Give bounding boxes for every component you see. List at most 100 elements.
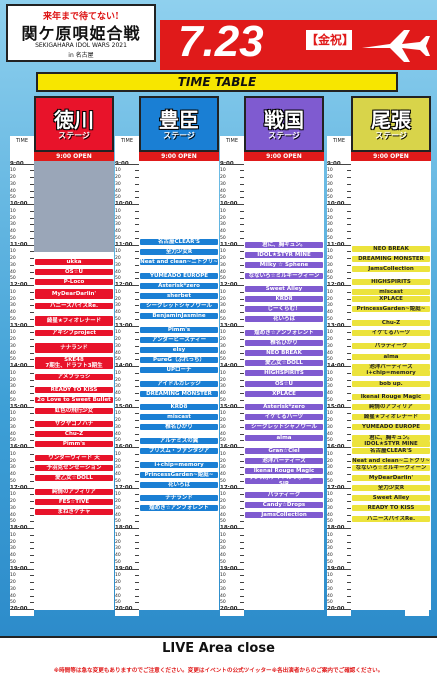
performance-slot[interactable]: KRD8 <box>140 404 218 411</box>
performance-slot[interactable]: Chu-Z <box>35 431 113 438</box>
performance-slot[interactable]: READY TO KISS <box>352 505 430 512</box>
performance-slot[interactable]: MyDearDarlin' <box>352 475 430 481</box>
performance-slot[interactable]: サンスポアイドルリポーター SIR <box>245 478 323 485</box>
performance-slot[interactable]: なないろ☆ミルキークィーン <box>352 464 430 471</box>
performance-slot[interactable]: なないろ☆ミルキークィーン <box>245 272 323 279</box>
performance-slot[interactable]: 椎名ひかり <box>140 424 218 431</box>
performance-slot[interactable]: 全力少女R <box>140 248 218 255</box>
performance-slot[interactable]: Neat and clean~ニトクリ~ <box>140 259 218 265</box>
performance-slot[interactable]: i+chip=memory <box>352 370 430 377</box>
performance-slot[interactable]: IDOL★STYR MINE <box>352 441 430 448</box>
performance-slot[interactable]: ナナランド <box>35 343 113 353</box>
performance-slot[interactable]: NEO BREAK <box>352 245 430 252</box>
performance-slot[interactable]: YUMEADO EUROPE <box>352 424 430 431</box>
performance-slot[interactable]: MyDearDarlin' <box>35 289 113 299</box>
performance-slot[interactable]: 全力少女R <box>352 485 430 492</box>
performance-slot[interactable]: ナナランド <box>140 495 218 502</box>
performance-slot[interactable]: じーくらむ！ <box>245 306 323 313</box>
performance-slot[interactable]: OS☆U <box>35 269 113 276</box>
performance-slot[interactable]: 君に、胸キュン。 <box>352 434 430 441</box>
performance-slot[interactable]: 純情のアフィリア <box>35 488 113 495</box>
performance-slot[interactable]: Chu-Z <box>352 319 430 326</box>
performance-slot[interactable]: 君に、胸キュン。 <box>245 242 323 249</box>
performance-slot[interactable]: Pimm's <box>35 441 113 448</box>
performance-slot[interactable]: イケてるハーツ <box>245 414 323 421</box>
performance-slot[interactable]: Sweet Alley <box>245 286 323 292</box>
performance-slot[interactable]: DREAMING MONSTER <box>140 390 218 397</box>
performance-slot[interactable]: READY TO KISS <box>35 387 113 394</box>
performance-slot[interactable]: まねきケチャ <box>35 508 113 515</box>
performance-slot[interactable]: 綺星★フィオレナード <box>352 414 430 421</box>
performance-slot[interactable]: イケてるハーツ <box>352 329 430 336</box>
performance-slot[interactable]: miscast <box>140 414 218 421</box>
performance-slot[interactable]: 純情のアフィリア <box>352 404 430 411</box>
performance-slot[interactable]: ワンダーウィード 天 <box>35 454 113 461</box>
performance-slot[interactable]: miscast <box>352 289 430 296</box>
performance-slot[interactable]: i+chip=memory <box>140 461 218 468</box>
performance-slot[interactable]: サクヤコノハナ <box>35 421 113 427</box>
performance-slot[interactable]: PrincessGarden~姫庭~ <box>352 306 430 313</box>
performance-slot[interactable]: P-Loco <box>35 279 113 286</box>
performance-slot[interactable]: Candy☆Drops <box>245 502 323 508</box>
performance-slot[interactable]: XPLACE <box>352 296 430 303</box>
performance-slot[interactable]: OS☆U <box>245 380 323 387</box>
performance-slot[interactable]: 予羽克センセーション <box>35 464 113 471</box>
performance-slot[interactable]: alma <box>245 434 323 441</box>
performance-slot[interactable]: プリズム・ファンタジア <box>140 448 218 454</box>
performance-slot[interactable]: 花いろは <box>245 316 323 323</box>
performance-slot[interactable]: BenjaminJasmine <box>140 313 218 319</box>
performance-slot[interactable]: alma <box>352 353 430 360</box>
performance-slot[interactable]: IDOL★STYR MINE <box>245 252 323 259</box>
performance-slot[interactable]: 愛乙女☆DOLL <box>245 360 323 367</box>
performance-slot[interactable]: シークレットシャノワール <box>245 424 323 431</box>
performance-slot[interactable]: 愛乙女☆DOLL <box>35 475 113 481</box>
performance-slot[interactable]: パラディーク <box>352 343 430 350</box>
performance-slot[interactable]: 池洋パーティーズ <box>245 458 323 465</box>
performance-slot[interactable]: PrincessGarden~姫庭~ <box>140 471 218 478</box>
performance-slot[interactable]: Milky ☆ Sphene <box>245 262 323 269</box>
performance-slot[interactable]: JamsCollection <box>352 265 430 272</box>
performance-slot[interactable]: パラディーク <box>245 491 323 498</box>
performance-slot[interactable]: Sweet Alley <box>352 495 430 502</box>
performance-slot[interactable]: XPLACE <box>245 390 323 397</box>
performance-slot[interactable]: アイドルカレッジ <box>140 380 218 387</box>
performance-slot[interactable]: NEO BREAK <box>245 350 323 357</box>
performance-slot[interactable]: Asterisk*zero <box>140 282 218 289</box>
performance-slot[interactable]: Neat and clean~ニトクリ~ <box>352 458 430 465</box>
performance-slot[interactable]: JamsCollection <box>245 512 323 519</box>
performance-slot[interactable]: 煌めき☆アンフォレント <box>245 329 323 336</box>
performance-slot[interactable]: bob up. <box>352 380 430 387</box>
performance-slot[interactable]: Ikenai Rouge Magic <box>245 468 323 475</box>
performance-slot[interactable]: HIGHSPIRITS <box>352 279 430 286</box>
performance-slot[interactable]: 名古屋CLEAR'S <box>140 238 218 245</box>
performance-slot[interactable]: ukka <box>35 259 113 265</box>
performance-slot[interactable]: PureG（ぷれっち） <box>140 356 218 363</box>
performance-slot[interactable]: HIGHSPIRITS <box>245 370 323 377</box>
performance-slot[interactable]: 名古屋CLEAR'S <box>352 448 430 454</box>
performance-slot[interactable]: SKE48 7期生、ドラフト3期生 <box>35 356 113 370</box>
performance-slot[interactable]: 池洋パーティーズ <box>352 363 430 370</box>
performance-slot[interactable]: シークレットシャノワール <box>140 302 218 309</box>
performance-slot[interactable]: Gran☆Ciel <box>245 448 323 454</box>
performance-slot[interactable]: 椎名ひかり <box>245 340 323 346</box>
performance-slot[interactable]: 虹色の飛行少女 <box>35 407 113 414</box>
performance-slot[interactable]: アンダービースティー <box>140 336 218 343</box>
performance-slot[interactable]: アキシブproject <box>35 329 113 336</box>
performance-slot[interactable]: FES☆TIVE <box>35 498 113 505</box>
performance-slot[interactable]: Ikenai Rouge Magic <box>352 394 430 400</box>
performance-slot[interactable]: 煌めき☆アンフォレント <box>140 505 218 512</box>
performance-slot[interactable]: Pimm's <box>140 326 218 333</box>
performance-slot[interactable]: DREAMING MONSTER <box>352 255 430 262</box>
performance-slot[interactable]: 2o Love to Sweet Bullet <box>35 397 113 404</box>
performance-slot[interactable]: Asterisk*zero <box>245 404 323 411</box>
performance-slot[interactable]: アメフラっシ <box>35 373 113 380</box>
performance-slot[interactable]: YUMEADO EUROPE <box>140 272 218 279</box>
performance-slot[interactable]: UPローチ <box>140 367 218 373</box>
performance-slot[interactable]: ハニースパイスRe. <box>352 515 430 522</box>
performance-slot[interactable]: elsy <box>140 346 218 353</box>
performance-slot[interactable]: sherbet <box>140 292 218 299</box>
performance-slot[interactable]: 花いろは <box>140 481 218 488</box>
performance-slot[interactable]: アルテミスの翼 <box>140 437 218 444</box>
performance-slot[interactable]: 綺星★フィオレナード <box>35 316 113 326</box>
performance-slot[interactable]: KRD8 <box>245 296 323 303</box>
